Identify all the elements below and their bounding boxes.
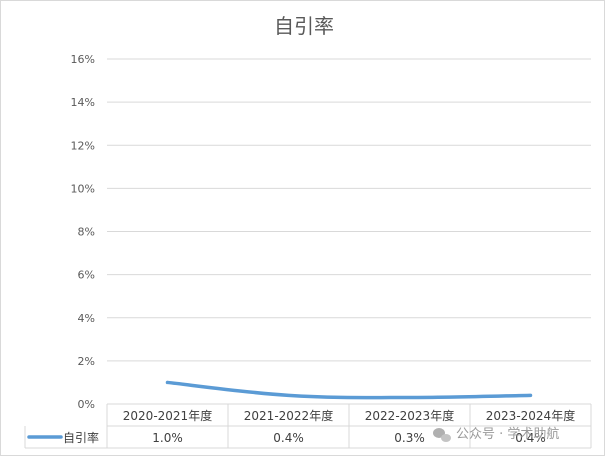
legend-series-label: 自引率 bbox=[63, 430, 99, 445]
x-category-label: 2022-2023年度 bbox=[365, 408, 454, 423]
watermark: 公众号 · 学术助航 bbox=[433, 426, 559, 442]
y-axis-ticks: 0% 2% 4% 6% 8% 10% 12% 14% 16% bbox=[71, 53, 95, 411]
y-tick-label: 14% bbox=[71, 96, 95, 109]
data-table: 2020-2021年度 2021-2022年度 2022-2023年度 2023-20… bbox=[24, 404, 592, 449]
wechat-icon bbox=[433, 428, 451, 442]
data-table-value: 0.4% bbox=[273, 431, 304, 445]
y-tick-label: 2% bbox=[78, 355, 95, 368]
y-tick-label: 16% bbox=[71, 53, 95, 66]
gridlines bbox=[107, 58, 591, 405]
data-table-value: 0.4% bbox=[515, 431, 546, 445]
series-line bbox=[165, 380, 533, 400]
y-tick-label: 0% bbox=[78, 398, 95, 411]
data-table-value: 1.0% bbox=[152, 431, 183, 445]
y-tick-label: 12% bbox=[71, 139, 95, 152]
y-tick-label: 6% bbox=[78, 269, 95, 282]
y-tick-label: 8% bbox=[78, 226, 95, 239]
x-category-label: 2023-2024年度 bbox=[486, 408, 575, 423]
series-lines bbox=[165, 380, 533, 400]
x-category-label: 2021-2022年度 bbox=[244, 408, 333, 423]
y-tick-label: 10% bbox=[71, 182, 95, 195]
watermark-text: 公众号 · 学术助航 bbox=[456, 426, 559, 442]
data-table-value: 0.3% bbox=[394, 431, 425, 445]
x-category-label: 2020-2021年度 bbox=[123, 408, 212, 423]
chart-title: 自引率 bbox=[274, 14, 334, 38]
y-tick-label: 4% bbox=[78, 312, 95, 325]
